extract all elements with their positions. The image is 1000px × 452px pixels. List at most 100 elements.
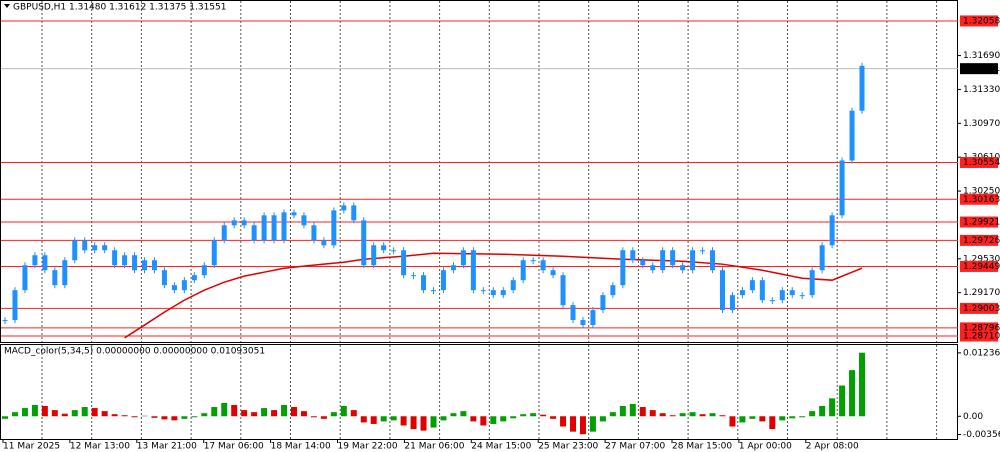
candle bbox=[122, 255, 128, 266]
level-label: 1.28796 bbox=[963, 323, 1000, 333]
macd-bar bbox=[290, 407, 297, 417]
candle bbox=[600, 295, 606, 311]
macd-bar bbox=[91, 408, 98, 417]
candle bbox=[271, 215, 277, 241]
macd-bar bbox=[859, 352, 865, 417]
level-label-bg bbox=[960, 322, 998, 334]
macd-bar bbox=[131, 416, 138, 418]
candle bbox=[221, 225, 227, 241]
macd-bar bbox=[430, 416, 437, 428]
candle bbox=[151, 260, 157, 271]
macd-bar bbox=[809, 411, 816, 417]
macd-bar bbox=[330, 412, 337, 417]
candle bbox=[829, 215, 835, 246]
macd-bar bbox=[161, 416, 168, 420]
x-tick-label: 25 Mar 23:00 bbox=[538, 442, 598, 452]
collapse-icon[interactable] bbox=[4, 4, 10, 8]
level-label: 1.29449 bbox=[963, 262, 1000, 272]
candle bbox=[680, 265, 686, 271]
candle bbox=[311, 225, 317, 241]
macd-pane bbox=[0, 344, 958, 440]
macd-bar bbox=[181, 416, 188, 419]
macd-bar bbox=[599, 416, 606, 422]
macd-bar bbox=[171, 416, 178, 421]
candle bbox=[440, 270, 446, 291]
candle bbox=[132, 255, 138, 271]
macd-bar bbox=[251, 412, 258, 417]
macd-bar bbox=[659, 413, 666, 417]
macd-bar bbox=[370, 416, 377, 424]
macd-bar bbox=[340, 406, 347, 417]
x-tick-label: 21 Mar 06:00 bbox=[404, 442, 464, 452]
macd-bar bbox=[201, 413, 208, 417]
candle bbox=[480, 290, 486, 292]
candle bbox=[560, 275, 566, 306]
candle bbox=[351, 205, 357, 221]
macd-bar bbox=[490, 416, 497, 424]
candle bbox=[12, 290, 18, 321]
macd-bar bbox=[61, 413, 68, 417]
macd-bar bbox=[779, 416, 786, 421]
candle bbox=[520, 260, 526, 281]
macd-bar bbox=[141, 415, 148, 417]
macd-bar bbox=[320, 416, 327, 419]
macd-bar bbox=[261, 408, 268, 417]
level-label-bg bbox=[960, 330, 998, 342]
candle bbox=[361, 220, 367, 266]
macd-bar bbox=[849, 370, 856, 417]
macd-bar bbox=[500, 416, 507, 422]
candle bbox=[331, 210, 337, 246]
macd-bar bbox=[799, 416, 806, 418]
macd-bar bbox=[719, 415, 726, 417]
macd-bar bbox=[769, 416, 776, 430]
macd-bar bbox=[839, 385, 846, 417]
x-tick-label: 27 Mar 07:00 bbox=[605, 442, 665, 452]
macd-bar bbox=[380, 416, 387, 422]
candle bbox=[191, 275, 197, 281]
candle bbox=[849, 110, 855, 161]
y-tick-label: 1.30250 bbox=[963, 187, 1000, 197]
macd-bar bbox=[460, 411, 467, 417]
macd-bar bbox=[609, 412, 616, 417]
candle bbox=[620, 250, 626, 286]
macd-bar bbox=[709, 413, 716, 417]
candle bbox=[789, 290, 795, 296]
macd-tick-label: -0.0035664 bbox=[963, 430, 1000, 440]
macd-bar bbox=[689, 412, 696, 417]
candle bbox=[62, 260, 68, 286]
macd-bar bbox=[221, 402, 228, 417]
macd-bar bbox=[480, 416, 487, 426]
macd-bar bbox=[390, 416, 397, 421]
macd-bar bbox=[51, 410, 58, 417]
candle bbox=[92, 245, 98, 251]
candle bbox=[759, 280, 765, 301]
macd-bar bbox=[649, 410, 656, 417]
macd-bar bbox=[281, 404, 288, 417]
candle bbox=[381, 245, 387, 251]
candle bbox=[42, 255, 48, 271]
macd-bar bbox=[699, 414, 706, 417]
candle bbox=[739, 290, 745, 296]
candle bbox=[610, 285, 616, 296]
level-label: 1.32058 bbox=[963, 16, 1000, 26]
candle bbox=[52, 270, 58, 286]
macd-bar bbox=[789, 416, 796, 419]
macd-bar bbox=[510, 416, 517, 419]
macd-bar bbox=[520, 414, 527, 417]
macd-bar bbox=[211, 407, 218, 417]
macd-bar bbox=[819, 406, 826, 417]
y-tick-label: 1.31330 bbox=[963, 85, 1000, 95]
candle bbox=[700, 250, 706, 252]
y-tick-label: 1.29530 bbox=[963, 254, 1000, 264]
macd-bar bbox=[101, 411, 108, 417]
level-label: 1.28710 bbox=[963, 331, 1000, 341]
candle bbox=[749, 280, 755, 291]
current-price-bg bbox=[960, 63, 998, 75]
level-label: 1.30554 bbox=[963, 158, 1000, 168]
candle bbox=[211, 240, 217, 266]
chart-title: GBPUSD,H1 1.31480 1.31612 1.31375 1.3155… bbox=[13, 3, 226, 13]
candle bbox=[82, 240, 88, 251]
candle bbox=[650, 265, 656, 271]
x-tick-label: 13 Mar 21:00 bbox=[137, 442, 197, 452]
